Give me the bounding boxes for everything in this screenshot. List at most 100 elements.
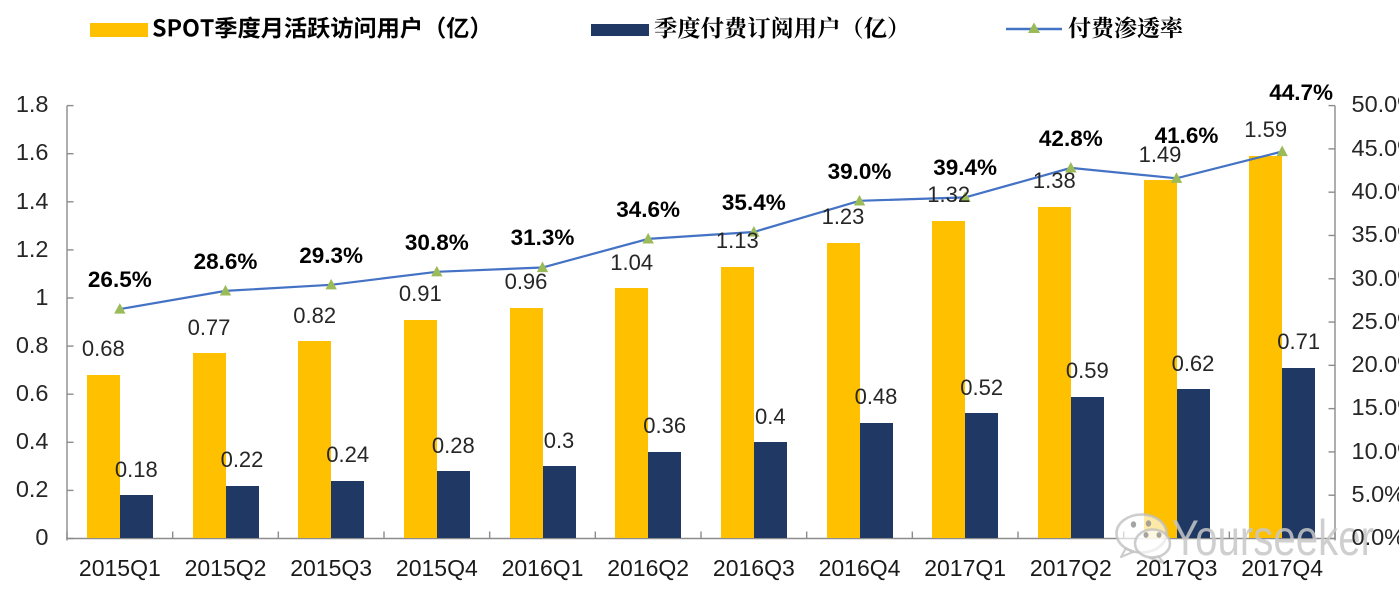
right-axis-tick-label: 0.0% <box>1351 524 1399 551</box>
wechat-eye <box>1145 520 1152 527</box>
penetration-marker <box>1276 145 1288 157</box>
left-axis-tick-label: 1.6 <box>15 139 49 166</box>
right-axis-tick-label: 45.0% <box>1351 134 1399 161</box>
legend-swatch-penetration <box>1006 22 1062 33</box>
x-axis-label: 2017Q4 <box>1241 554 1324 581</box>
penetration-label: 26.5% <box>87 267 152 293</box>
subs-value-label: 0.59 <box>1065 357 1109 383</box>
subs-value-label: 0.62 <box>1171 350 1215 376</box>
legend-swatch-mau <box>90 23 148 37</box>
penetration-marker <box>219 284 232 296</box>
legend-label-glyphs <box>654 16 896 39</box>
subs-bar <box>859 423 893 539</box>
mau-value-label: 1.49 <box>1138 141 1182 167</box>
penetration-label: 39.4% <box>933 155 998 181</box>
right-axis-tick-label: 25.0% <box>1351 307 1399 334</box>
left-axis-tick-label: 0.2 <box>15 476 49 503</box>
penetration-label: 31.3% <box>510 225 575 251</box>
subs-bar <box>225 485 259 539</box>
subs-bar <box>648 451 682 539</box>
right-axis-tick-label: 5.0% <box>1351 480 1399 507</box>
subs-bar <box>1282 367 1316 539</box>
penetration-line <box>119 150 1283 311</box>
mau-value-label: 0.91 <box>398 281 442 307</box>
mau-value-label: 1.59 <box>1244 117 1288 143</box>
mau-bar <box>192 353 226 539</box>
left-axis-tick-label: 0 <box>35 524 49 551</box>
subs-value-label: 0.4 <box>755 403 786 429</box>
penetration-marker <box>853 194 866 206</box>
legend-label-glyphs <box>153 16 478 39</box>
legend-label-penetration <box>1068 16 1183 39</box>
mau-bar <box>1143 180 1177 539</box>
penetration-marker <box>536 261 549 273</box>
penetration-marker <box>1170 172 1183 183</box>
x-axis-label: 2016Q3 <box>712 554 795 581</box>
mau-bar <box>932 221 966 539</box>
subs-value-label: 0.36 <box>643 413 687 439</box>
penetration-label: 41.6% <box>1154 123 1219 149</box>
subs-value-label: 0.18 <box>114 456 158 482</box>
wechat-small-bubble <box>1133 528 1172 559</box>
subs-bar <box>436 471 470 539</box>
mau-value-label: 1.13 <box>715 228 759 254</box>
left-axis-tick-label: 1.2 <box>15 235 49 262</box>
penetration-marker <box>959 191 971 202</box>
penetration-label: 35.4% <box>721 189 786 215</box>
subs-value-label: 0.52 <box>960 374 1004 400</box>
mau-value-label: 0.68 <box>81 336 125 362</box>
penetration-label: 42.8% <box>1038 125 1103 151</box>
penetration-label: 30.8% <box>404 229 469 255</box>
penetration-label: 28.6% <box>193 248 258 274</box>
mau-value-label: 1.38 <box>1032 167 1076 193</box>
penetration-marker <box>1065 161 1077 173</box>
x-axis-label: 2015Q3 <box>290 554 373 581</box>
subs-value-label: 0.48 <box>854 384 898 410</box>
subs-bar <box>331 480 365 539</box>
mau-value-label: 1.32 <box>927 182 971 208</box>
subs-value-label: 0.3 <box>543 427 575 453</box>
mau-value-label: 1.23 <box>821 204 865 230</box>
mau-value-label: 0.82 <box>293 302 337 328</box>
mau-value-label: 0.96 <box>504 268 548 294</box>
wechat-eye <box>1130 521 1137 528</box>
subs-bar <box>1070 396 1104 539</box>
right-axis-tick-label: 20.0% <box>1351 351 1399 378</box>
legend-swatch-subs <box>591 24 649 36</box>
subs-value-label: 0.28 <box>431 432 475 458</box>
left-axis-tick-label: 0.4 <box>15 428 49 455</box>
wechat-eye <box>1156 532 1162 538</box>
penetration-label: 44.7% <box>1269 80 1334 106</box>
x-axis-label: 2016Q2 <box>607 554 690 581</box>
right-axis-tick-label: 50.0% <box>1351 91 1399 118</box>
subs-value-label: 0.22 <box>220 446 264 472</box>
right-axis-tick-label: 40.0% <box>1351 177 1399 204</box>
left-axis-tick-label: 0.8 <box>15 331 49 358</box>
x-axis-label: 2017Q2 <box>1029 554 1112 581</box>
subs-bar <box>119 495 153 539</box>
mau-bar <box>509 307 543 539</box>
legend-label-glyphs <box>1068 16 1183 39</box>
x-axis-label: 2015Q4 <box>395 554 478 581</box>
right-axis-tick-label: 35.0% <box>1351 221 1399 248</box>
x-axis-label: 2016Q1 <box>501 554 584 581</box>
legend-triangle-marker-icon <box>1028 22 1040 33</box>
penetration-marker <box>431 265 443 277</box>
penetration-marker <box>642 232 654 244</box>
mau-bar <box>826 242 860 539</box>
right-axis-tick-label: 10.0% <box>1351 437 1399 464</box>
legend-label-subs <box>654 16 896 39</box>
subs-bar <box>542 466 576 539</box>
subs-bar <box>1176 389 1210 539</box>
left-axis-tick-label: 0.6 <box>15 379 49 406</box>
wechat-eye <box>1143 532 1149 538</box>
x-axis-label: 2016Q4 <box>818 554 901 581</box>
wechat-logo-icon <box>1115 513 1172 564</box>
mau-bar <box>1037 206 1071 539</box>
x-axis-label: 2017Q1 <box>924 554 1007 581</box>
penetration-label: 34.6% <box>616 196 681 222</box>
x-axis-label: 2015Q2 <box>184 554 267 581</box>
mau-bar <box>615 288 649 539</box>
